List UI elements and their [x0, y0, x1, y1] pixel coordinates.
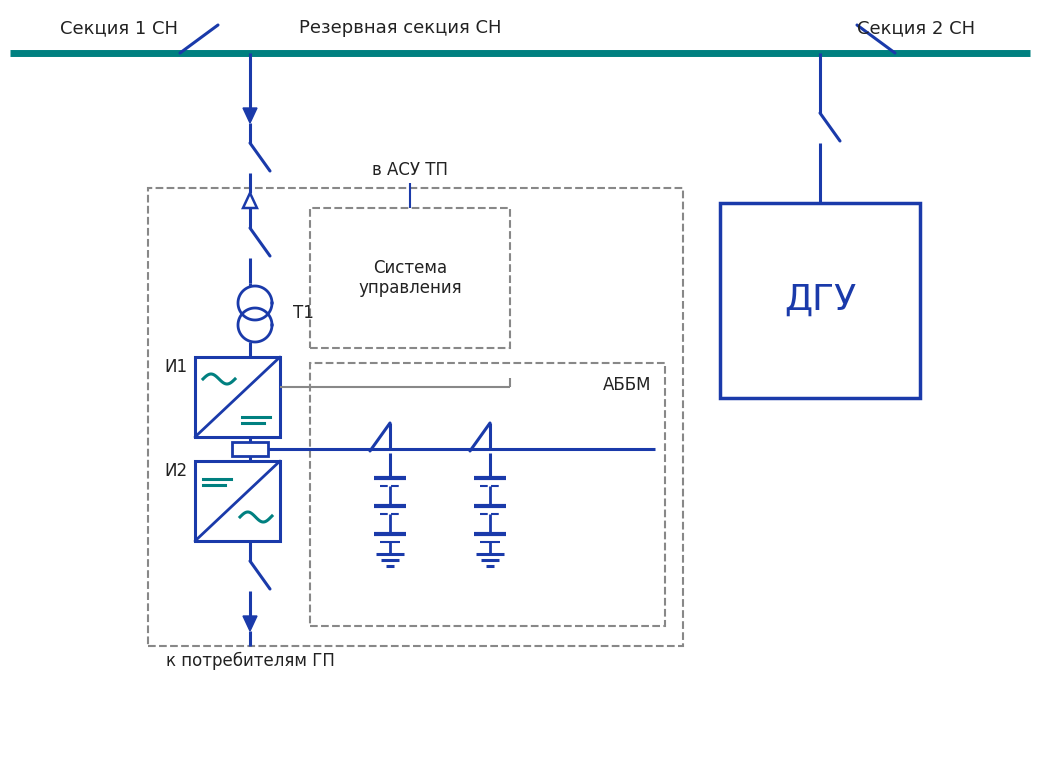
Text: И2: И2	[164, 462, 187, 480]
Bar	[310, 208, 510, 348]
Text: к потребителям ГП: к потребителям ГП	[165, 652, 335, 670]
Text: И1: И1	[164, 358, 187, 376]
Bar	[148, 188, 683, 646]
Text: Секция 2 СН: Секция 2 СН	[857, 19, 976, 37]
Polygon shape	[243, 193, 257, 208]
Text: Т1: Т1	[293, 304, 314, 322]
Text: Система
управления: Система управления	[358, 258, 462, 297]
Text: в АСУ ТП: в АСУ ТП	[372, 161, 448, 179]
Text: Секция 1 СН: Секция 1 СН	[60, 19, 178, 37]
Bar	[310, 363, 665, 626]
Polygon shape	[243, 616, 257, 631]
Polygon shape	[243, 108, 257, 123]
Text: АББМ: АББМ	[603, 376, 651, 394]
Bar	[196, 357, 280, 437]
Bar	[196, 461, 280, 541]
Text: ДГУ: ДГУ	[784, 283, 856, 317]
Bar	[720, 203, 920, 398]
Text: Резервная секция СН: Резервная секция СН	[298, 19, 501, 37]
Bar	[232, 442, 268, 456]
